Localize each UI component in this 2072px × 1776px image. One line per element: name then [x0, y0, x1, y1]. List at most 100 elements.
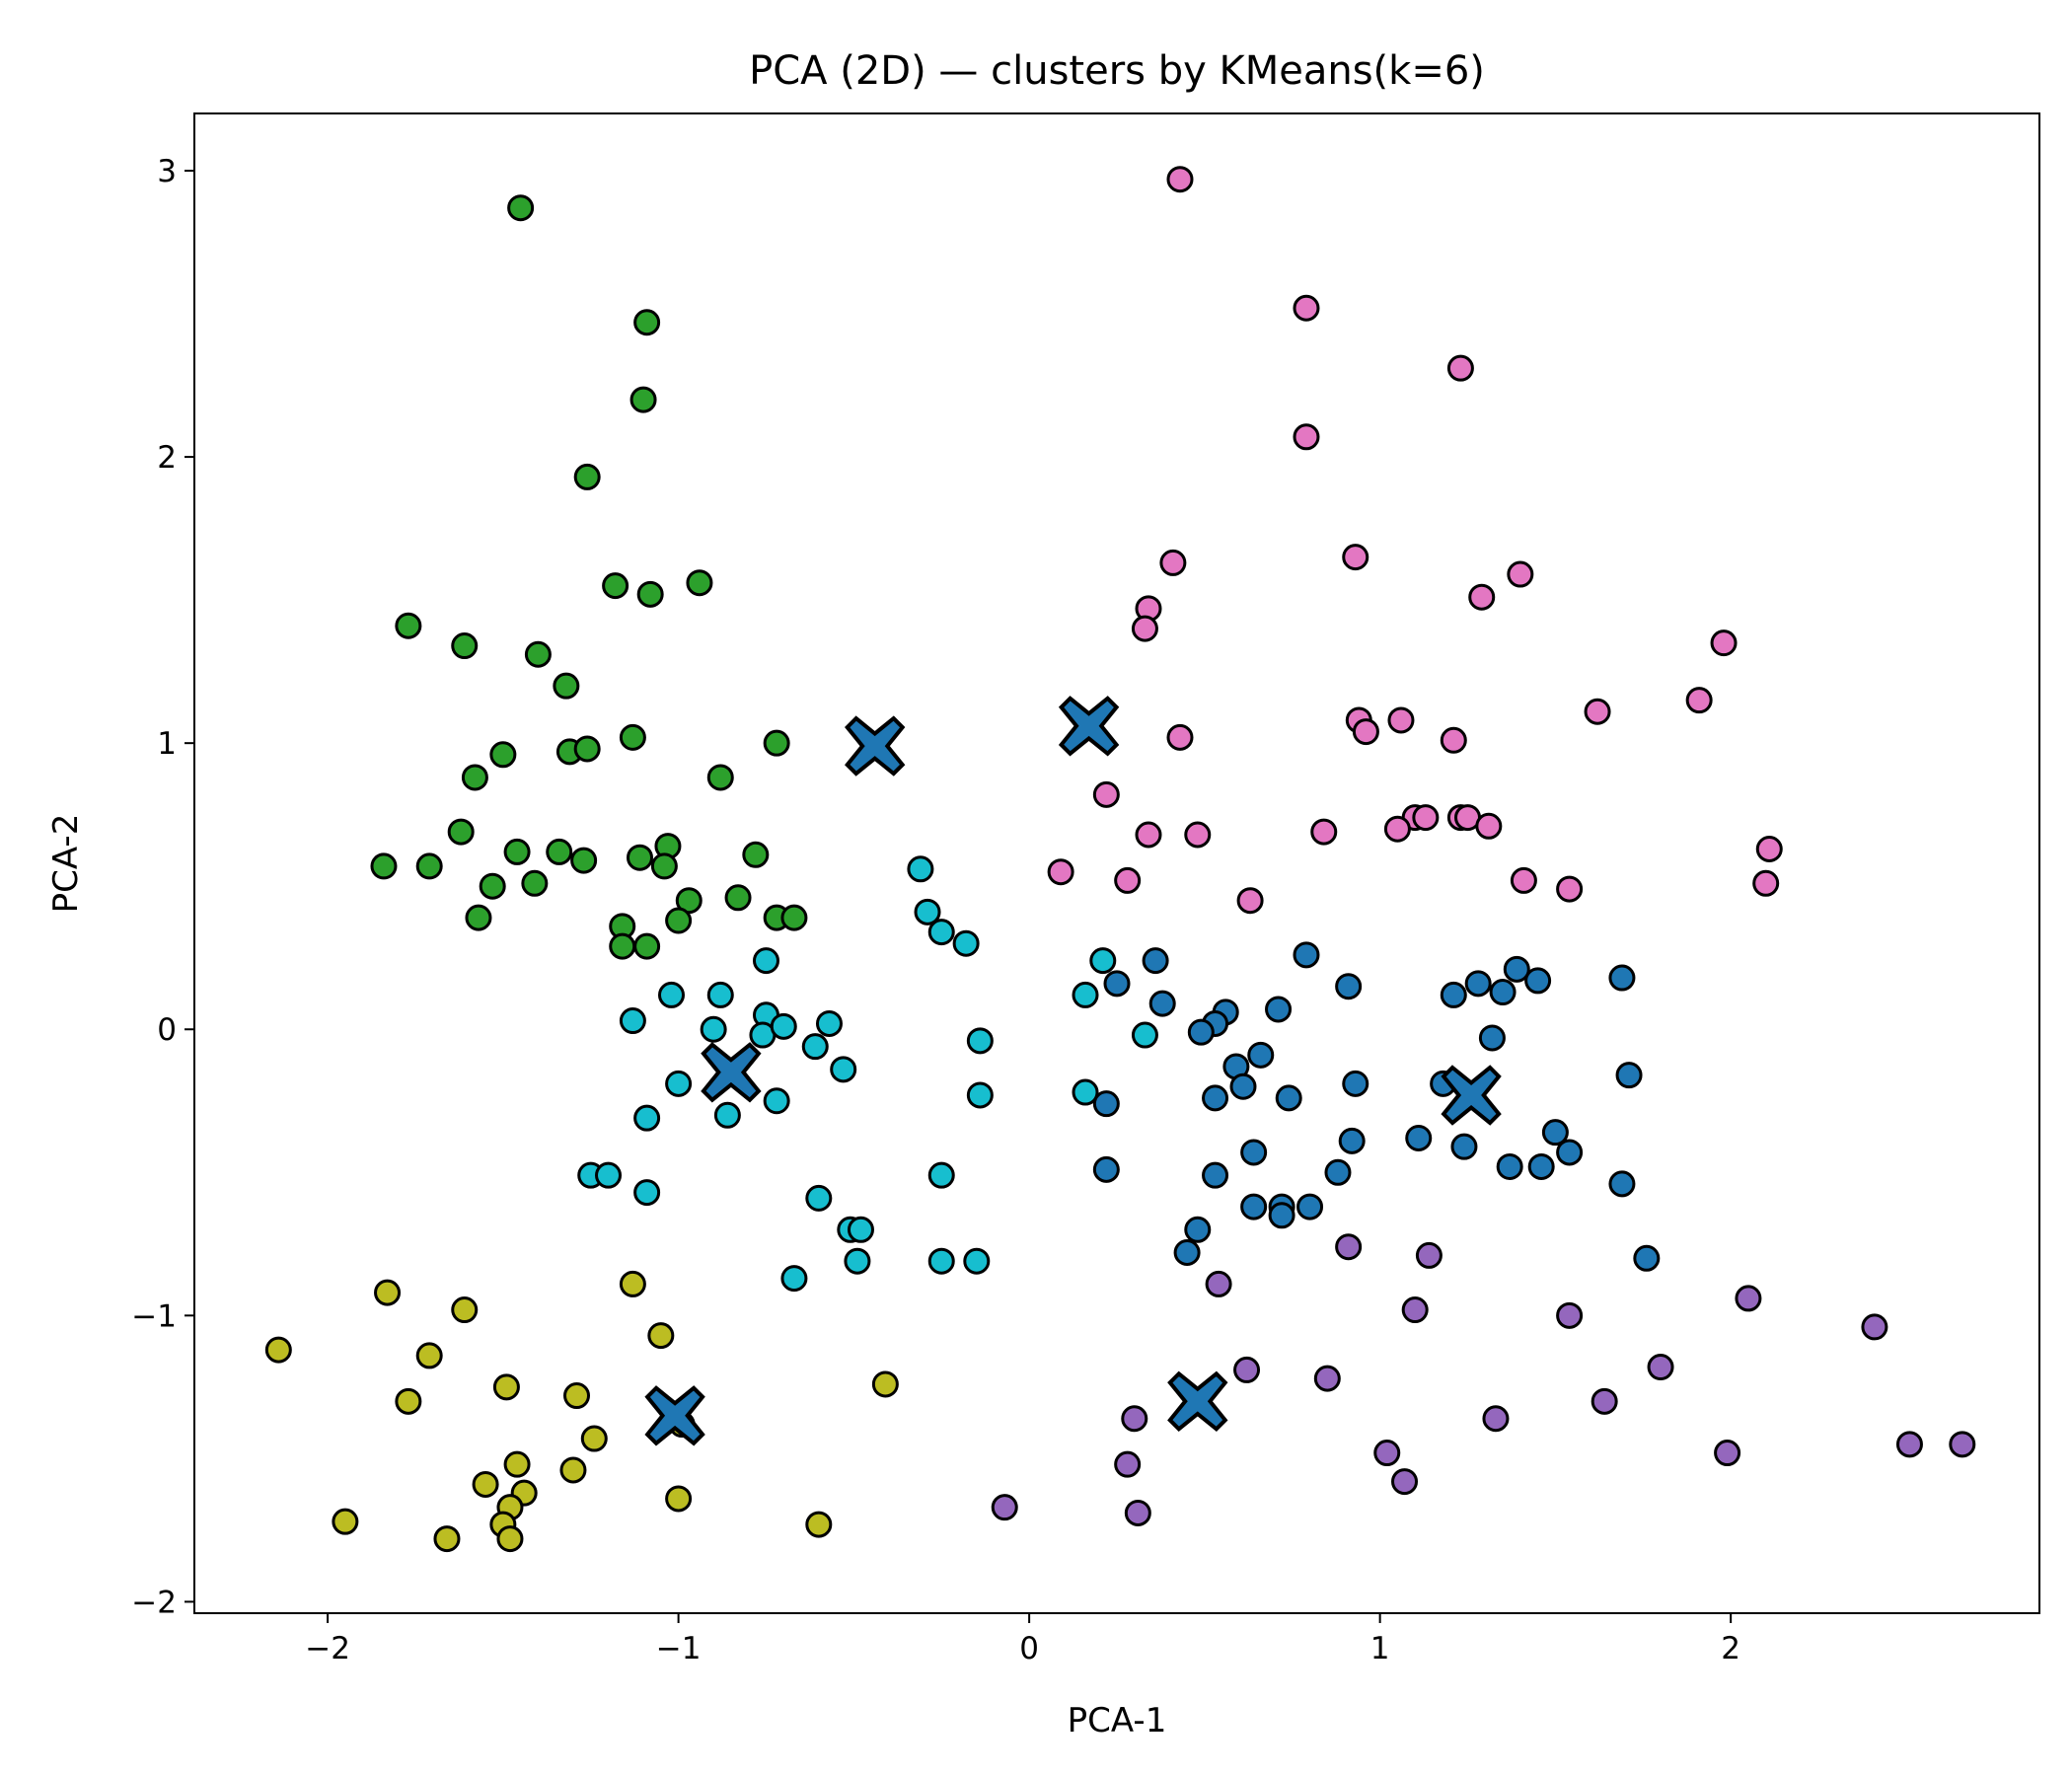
cluster-6-point [374, 1279, 402, 1306]
cluster-1-point [451, 632, 479, 660]
cluster-3-point [1202, 1161, 1229, 1189]
cluster-2-point [713, 1101, 741, 1129]
cluster-4-point [1092, 780, 1120, 808]
cluster-3-point [1240, 1193, 1268, 1221]
cluster-4-point [1310, 818, 1338, 846]
cluster-4-point [1412, 804, 1440, 832]
cluster-6-point [503, 1450, 531, 1478]
cluster-4-point [1755, 835, 1783, 862]
cluster-4-point [1507, 560, 1534, 588]
cluster-3-point [1527, 1152, 1555, 1180]
cluster-4-point [1047, 858, 1074, 886]
y-tick-label: 1 [157, 726, 177, 762]
cluster-3-point [1296, 1193, 1324, 1221]
cluster-1-point [573, 735, 601, 763]
cluster-3-point [1142, 947, 1169, 975]
cluster-4-point [1166, 723, 1194, 751]
centroid-marker [1441, 1065, 1502, 1126]
cluster-5-point [1121, 1405, 1148, 1433]
cluster-4-point [1387, 706, 1415, 734]
cluster-3-point [1524, 967, 1552, 995]
cluster-1-point [609, 932, 636, 960]
cluster-3-point [1503, 955, 1530, 983]
x-tick-label: 1 [1370, 1631, 1390, 1666]
cluster-3-point [1240, 1139, 1268, 1166]
y-tick-label: 2 [157, 440, 177, 476]
cluster-1-point [465, 904, 492, 931]
cluster-4-point [1293, 294, 1320, 322]
cluster-1-point [724, 884, 752, 912]
chart-title: PCA (2D) — clusters by KMeans(k=6) [749, 48, 1485, 94]
cluster-6-point [472, 1470, 499, 1498]
cluster-2-point [927, 919, 955, 946]
cluster-2-point [619, 1007, 646, 1035]
cluster-1-point [742, 841, 770, 868]
cluster-3-point [1265, 996, 1293, 1023]
y-tick-label: 0 [157, 1012, 177, 1048]
cluster-1-point [503, 838, 531, 865]
cluster-2-point [1131, 1021, 1158, 1049]
cluster-5-point [1391, 1468, 1419, 1496]
cluster-4-point [1293, 423, 1320, 451]
scatter-points [264, 166, 1976, 1553]
cluster-2-point [830, 1056, 857, 1083]
cluster-6-point [559, 1456, 587, 1484]
cluster-5-point [1895, 1431, 1923, 1458]
cluster-4-point [1685, 687, 1713, 714]
x-axis-label: PCA-1 [1068, 1701, 1167, 1740]
cluster-1-point [415, 852, 443, 880]
cluster-5-point [1591, 1387, 1618, 1415]
cluster-2-point [770, 1012, 797, 1040]
cluster-5-point [1233, 1356, 1261, 1383]
cluster-6-point [451, 1296, 479, 1324]
cluster-4-point [1468, 583, 1496, 611]
cluster-3-point [1103, 970, 1131, 998]
cluster-5-point [1401, 1296, 1429, 1324]
cluster-6-point [395, 1387, 422, 1415]
cluster-1-point [602, 572, 629, 600]
cluster-6-point [496, 1525, 524, 1553]
cluster-2-point [805, 1184, 833, 1212]
cluster-3-point [1338, 1127, 1366, 1154]
cluster-4-point [1556, 875, 1584, 903]
cluster-5-point [1124, 1499, 1151, 1526]
cluster-5-point [1114, 1450, 1142, 1478]
cluster-2-point [966, 1027, 994, 1055]
cluster-1-point [570, 847, 598, 874]
cluster-4-point [1475, 812, 1503, 840]
cluster-3-point [1247, 1041, 1275, 1069]
cluster-2-point [847, 1216, 874, 1243]
cluster-2-point [1072, 1078, 1099, 1106]
cluster-2-point [801, 1033, 829, 1061]
cluster-2-point [763, 1087, 790, 1115]
cluster-2-point [780, 1265, 808, 1293]
cluster-2-point [752, 947, 779, 975]
cluster-1-point [521, 869, 549, 897]
cluster-2-point [1072, 981, 1099, 1008]
cluster-1-point [524, 640, 552, 668]
cluster-1-point [636, 580, 664, 608]
cluster-5-point [1861, 1313, 1888, 1341]
cluster-5-point [1714, 1440, 1741, 1467]
cluster-3-point [1608, 964, 1636, 992]
cluster-4-point [1184, 821, 1212, 849]
cluster-3-point [1496, 1152, 1523, 1180]
cluster-3-point [1633, 1244, 1661, 1272]
cluster-3-point [1229, 1073, 1257, 1100]
cluster-2-point [963, 1247, 991, 1275]
y-axis-ticks: −2 −1 0 1 2 3 [131, 154, 194, 1620]
cluster-1-point [763, 729, 790, 757]
cluster-5-point [1205, 1270, 1232, 1297]
cluster-1-point [675, 887, 703, 915]
cluster-6-point [415, 1342, 443, 1369]
cluster-2-point [633, 1179, 661, 1207]
plot-frame [193, 112, 2040, 1614]
cluster-4-point [1440, 726, 1467, 754]
cluster-4-point [1236, 887, 1264, 915]
cluster-4-point [1342, 544, 1369, 571]
x-tick-label: −2 [305, 1631, 350, 1666]
cluster-4-point [1131, 615, 1158, 642]
cluster-4-point [1510, 866, 1537, 894]
cluster-1-point [573, 463, 601, 490]
